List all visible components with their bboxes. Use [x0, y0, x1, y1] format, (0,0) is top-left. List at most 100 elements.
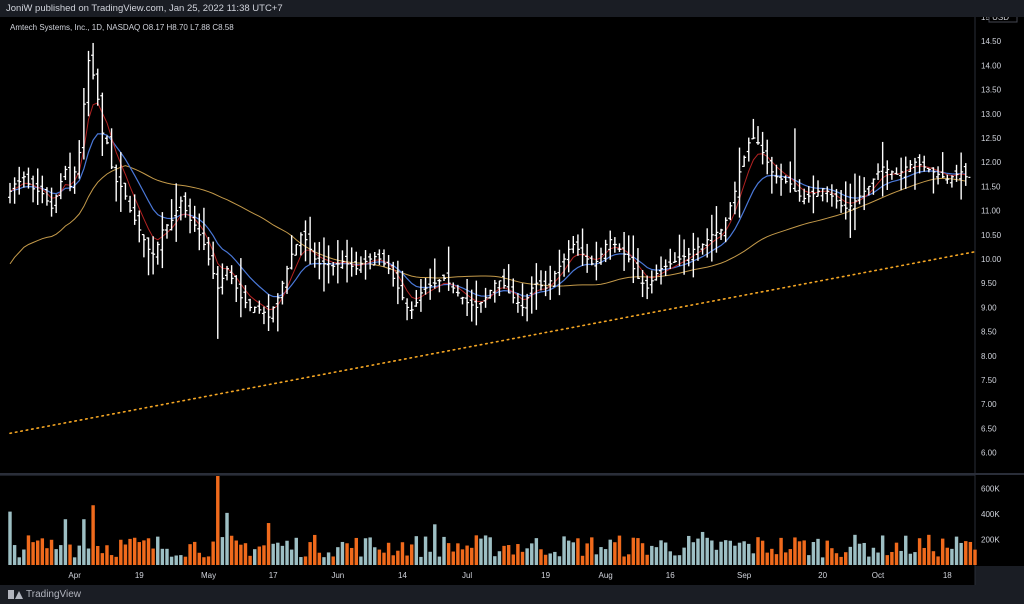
- volume-bar: [174, 555, 178, 565]
- tradingview-logo[interactable]: TradingView: [8, 585, 81, 604]
- time-axis-pane: [0, 566, 975, 585]
- volume-bar: [613, 542, 617, 565]
- volume-bar: [17, 557, 21, 565]
- price-tick-label: 13.50: [981, 86, 1002, 95]
- volume-bar: [728, 540, 732, 565]
- tradingview-brand-text: TradingView: [26, 589, 82, 600]
- volume-bar: [470, 547, 474, 565]
- price-tick-label: 14.00: [981, 61, 1002, 70]
- volume-bar: [770, 548, 774, 565]
- volume-bar: [576, 538, 580, 565]
- price-tick-label: 12.50: [981, 134, 1002, 143]
- volume-bar: [72, 557, 77, 565]
- price-tick-label: 6.50: [981, 424, 997, 433]
- volume-bar: [40, 538, 45, 565]
- volume-bar: [45, 548, 49, 565]
- volume-bar: [936, 556, 940, 565]
- volume-bar: [511, 554, 515, 565]
- publisher-header: JoniW published on TradingView.com, Jan …: [6, 3, 283, 14]
- volume-bar: [68, 544, 72, 565]
- volume-bar: [654, 547, 659, 565]
- price-tick-label: 10.00: [981, 255, 1002, 264]
- volume-bar: [322, 557, 326, 565]
- volume-bar: [871, 547, 876, 565]
- volume-bar: [488, 537, 492, 565]
- volume-bar: [899, 550, 903, 565]
- price-tick-label: 14.50: [981, 37, 1002, 46]
- volume-bar: [894, 542, 899, 565]
- volume-bar: [349, 547, 354, 565]
- volume-bar: [165, 548, 169, 565]
- volume-bar: [530, 543, 534, 565]
- volume-bar: [414, 536, 419, 565]
- volume-bar: [105, 545, 109, 565]
- volume-bar: [608, 539, 612, 565]
- volume-bar: [603, 549, 608, 565]
- volume-bar: [830, 548, 834, 565]
- volume-bar: [834, 553, 839, 565]
- volume-bar: [331, 556, 335, 565]
- volume-bar: [285, 540, 289, 565]
- volume-bar: [797, 541, 802, 565]
- volume-bar: [636, 538, 640, 565]
- price-tick-label: 8.50: [981, 328, 997, 337]
- volume-bar: [128, 538, 132, 565]
- volume-bar: [248, 555, 252, 565]
- volume-bar: [197, 552, 202, 565]
- volume-bar: [783, 552, 788, 565]
- volume-bar: [451, 551, 455, 565]
- time-tick-label: 16: [666, 571, 675, 580]
- volume-bar: [793, 537, 797, 565]
- volume-bar: [802, 540, 806, 565]
- price-tick-label: 9.00: [981, 303, 997, 312]
- price-tick-label: 7.50: [981, 376, 997, 385]
- volume-bar: [705, 537, 709, 565]
- volume-bar: [913, 552, 917, 565]
- volume-bar: [945, 547, 950, 565]
- price-tick-label: 9.50: [981, 279, 997, 288]
- volume-bar: [169, 556, 174, 565]
- volume-bar: [151, 548, 155, 565]
- volume-bar: [599, 547, 603, 565]
- volume-bar: [742, 541, 746, 565]
- time-tick-label: 17: [269, 571, 278, 580]
- volume-bar: [908, 553, 913, 565]
- price-tick-label: 12.00: [981, 158, 1002, 167]
- volume-bar: [266, 523, 271, 565]
- volume-bar: [433, 524, 437, 565]
- volume-bar: [904, 535, 908, 565]
- chart-canvas[interactable]: Amtech Systems, Inc., 1D, NASDAQ O8.17 H…: [0, 17, 1024, 585]
- volume-bar: [733, 545, 737, 565]
- volume-bar: [202, 557, 206, 565]
- volume-bar: [844, 552, 848, 565]
- volume-bar: [825, 540, 829, 565]
- sma-slow-line: [9, 165, 966, 287]
- volume-bar: [142, 540, 146, 565]
- time-tick-label: 18: [943, 571, 952, 580]
- time-tick-label: 19: [541, 571, 550, 580]
- volume-bar: [617, 535, 622, 565]
- volume-bar: [225, 512, 229, 565]
- volume-bar: [391, 555, 395, 565]
- volume-bar: [820, 557, 825, 565]
- volume-bar: [691, 542, 696, 565]
- volume-bar: [779, 537, 783, 565]
- volume-bar: [927, 534, 931, 565]
- volume-bar: [867, 556, 871, 565]
- volume-bar: [460, 549, 465, 565]
- volume-bar: [183, 556, 188, 565]
- volume-bar: [31, 542, 35, 565]
- volume-bar: [243, 543, 248, 565]
- volume-bar: [137, 542, 141, 565]
- volume-bar: [26, 535, 31, 565]
- volume-bar: [562, 536, 566, 565]
- volume-bar: [91, 505, 95, 565]
- volume-bar: [631, 537, 636, 565]
- volume-bar: [326, 552, 331, 565]
- volume-bar: [373, 547, 377, 565]
- volume-tick-label: 600K: [981, 485, 1000, 494]
- volume-bar: [409, 544, 414, 565]
- volume-bar: [428, 551, 432, 565]
- volume-bar: [368, 537, 372, 565]
- volume-bar: [931, 551, 936, 565]
